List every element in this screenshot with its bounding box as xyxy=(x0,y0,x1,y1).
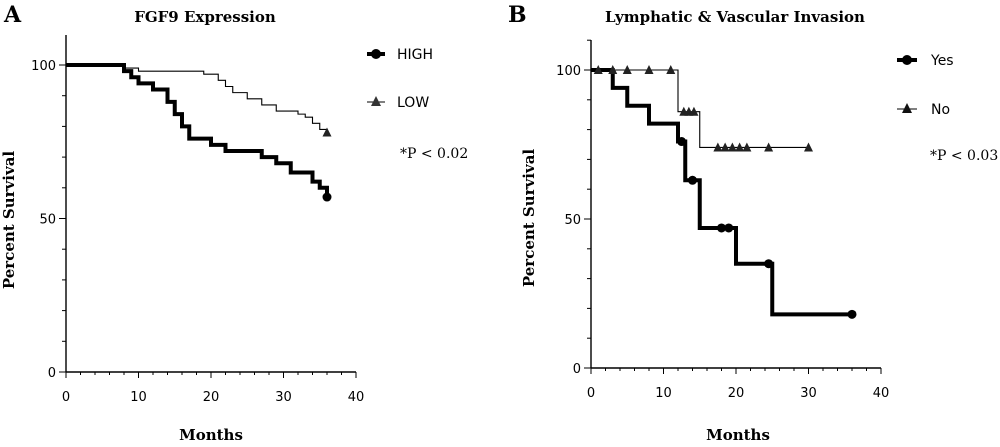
panel-b-title: Lymphatic & Vascular Invasion xyxy=(605,8,865,26)
panel-b-y-tick-label: 0 xyxy=(573,362,581,377)
panel-b-series-yes-marker xyxy=(724,223,734,233)
legend-low-marker xyxy=(371,96,381,106)
panel-a-x-tick-label: 40 xyxy=(348,390,365,405)
panel-b-series-yes-marker xyxy=(847,309,857,319)
panel-a-x-tick-label: 30 xyxy=(275,390,292,405)
panel-a-xlabel: Months xyxy=(179,426,243,444)
panel-a-y-tick-label: 100 xyxy=(31,59,56,74)
panel-a-legend: HIGH LOW xyxy=(367,47,433,111)
panel-b-series-no-marker xyxy=(713,142,723,152)
panel-b-series-no-marker xyxy=(742,142,752,152)
panel-b-series-no-marker xyxy=(804,142,813,152)
panel-b-series-no-marker xyxy=(622,65,632,74)
legend-high-label: HIGH xyxy=(397,47,433,63)
panel-a-series xyxy=(66,63,332,202)
panel-a-series-low-marker xyxy=(322,127,332,137)
legend-yes-label: Yes xyxy=(930,53,954,69)
panel-b-legend: Yes No xyxy=(897,53,954,118)
panel-a-series-high-line xyxy=(66,63,329,198)
panel-a-title: FGF9 Expression xyxy=(134,8,276,26)
legend-no-label: No xyxy=(931,102,950,118)
panel-b-xlabel: Months xyxy=(706,426,770,444)
panel-b-y-tick-label: 50 xyxy=(564,213,581,228)
panel-a-axes: 0 50 100 0 10 20 30 40 xyxy=(31,35,364,405)
panel-b-pvalue: *P < 0.03 xyxy=(930,148,998,164)
panel-a-x-tick-label: 0 xyxy=(62,390,70,405)
panel-b-series-yes-marker xyxy=(764,259,774,269)
legend-low-label: LOW xyxy=(397,95,429,111)
panel-b: B Lymphatic & Vascular Invasion Months P… xyxy=(508,2,998,444)
panel-b-series-no-marker xyxy=(727,142,737,152)
panel-a-series-high-marker xyxy=(322,192,332,202)
panel-b-series-no-marker xyxy=(593,65,603,74)
legend-no-marker xyxy=(902,103,912,113)
panel-b-y-tick-label: 100 xyxy=(556,64,581,79)
panel-b-axes: 0 50 100 0 10 20 30 40 xyxy=(556,39,890,401)
panel-b-series-no-marker xyxy=(735,142,745,152)
panel-a-pvalue: *P < 0.02 xyxy=(400,146,468,162)
panel-b-x-tick-label: 40 xyxy=(873,386,890,401)
panel-a-x-tick-label: 10 xyxy=(130,390,147,405)
panel-a-x-tick-label: 20 xyxy=(203,390,220,405)
panel-b-series-no-marker xyxy=(666,65,676,74)
panel-b-x-tick-label: 10 xyxy=(655,386,672,401)
panel-a-series-low-line xyxy=(66,64,328,133)
legend-yes-marker xyxy=(902,55,912,65)
panel-b-series-yes-marker xyxy=(717,223,726,233)
panel-a: A FGF9 Expression Months Percent Surviva… xyxy=(0,2,468,444)
panel-b-letter: B xyxy=(508,2,527,28)
panel-b-series-no-marker xyxy=(644,65,654,74)
panel-b-series-no-line xyxy=(591,69,809,149)
legend-high-marker xyxy=(371,49,381,59)
panel-b-series xyxy=(591,65,857,319)
panel-b-series-no-marker xyxy=(764,142,774,152)
panel-b-ylabel: Percent Survival xyxy=(520,149,538,288)
panel-b-series-no-marker xyxy=(608,65,618,74)
panel-b-series-no-marker xyxy=(689,106,699,116)
panel-b-x-tick-label: 30 xyxy=(800,386,817,401)
panel-a-y-tick-label: 0 xyxy=(48,366,56,381)
panel-b-series-no-marker xyxy=(720,142,730,152)
panel-b-series-yes-line xyxy=(591,68,852,317)
panel-a-y-tick-label: 50 xyxy=(39,213,56,228)
panel-a-letter: A xyxy=(3,2,22,28)
panel-b-x-tick-label: 20 xyxy=(728,386,745,401)
panel-a-ylabel: Percent Survival xyxy=(0,151,18,290)
panel-b-series-yes-marker xyxy=(677,137,687,147)
panel-b-series-yes-marker xyxy=(688,175,697,185)
panel-b-x-tick-label: 0 xyxy=(587,386,595,401)
